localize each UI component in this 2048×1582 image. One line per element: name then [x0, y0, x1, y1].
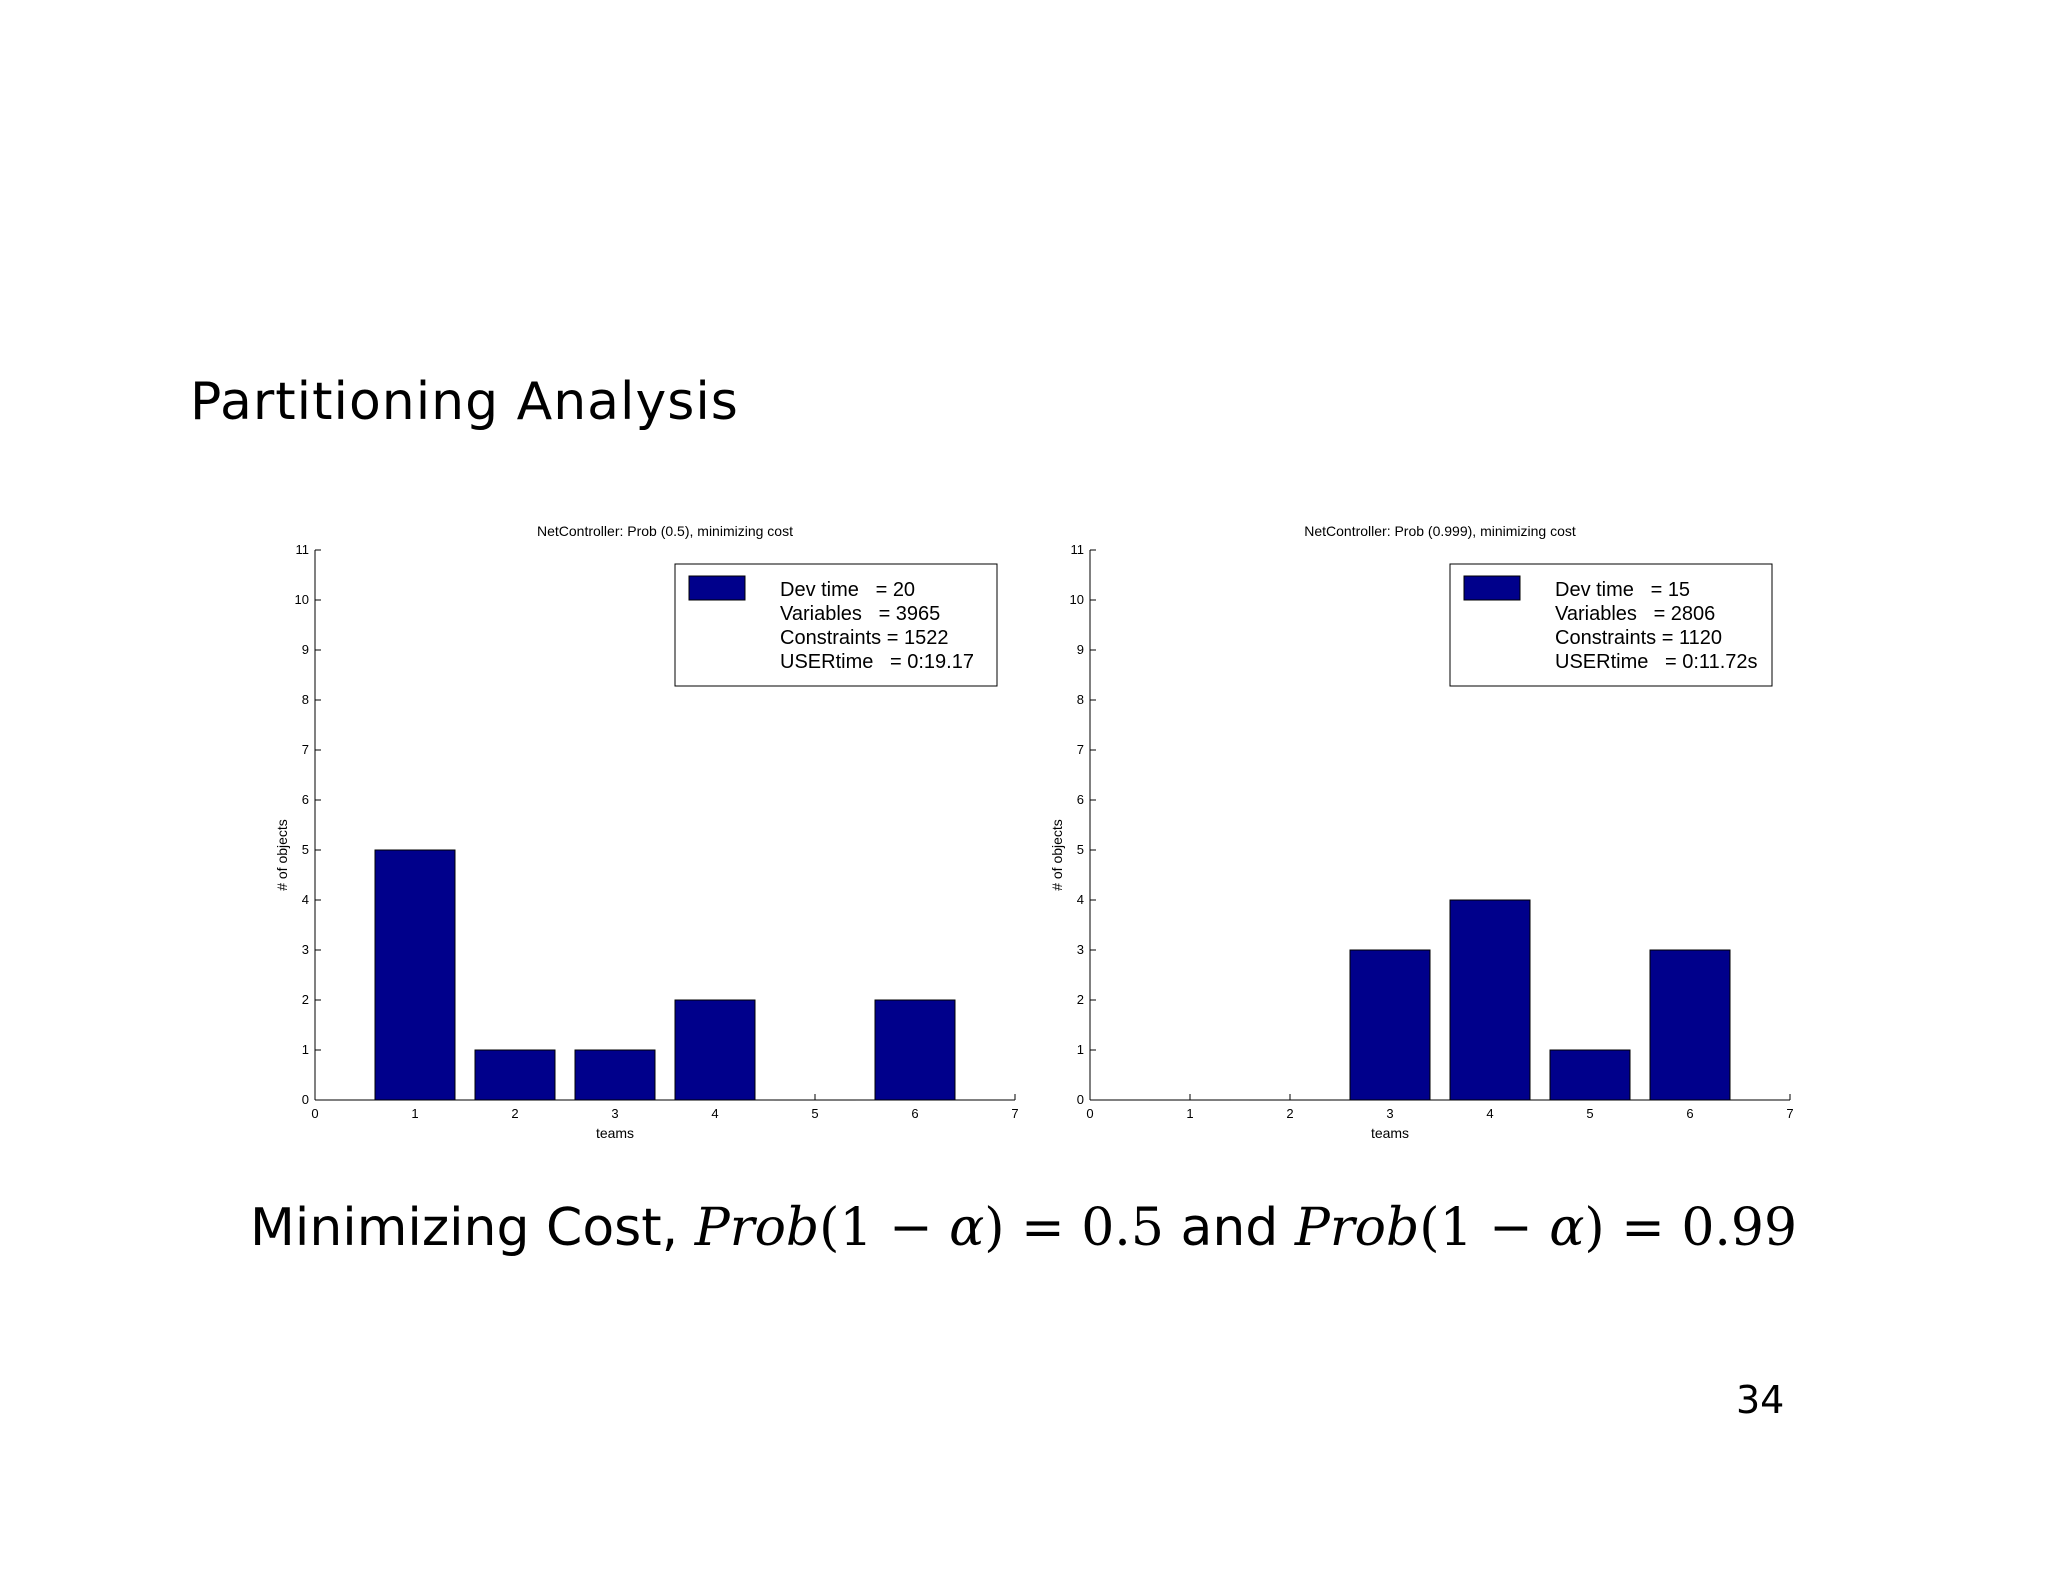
bar	[574, 1049, 656, 1101]
legend-line: Constraints = 1522	[780, 627, 948, 649]
y-tick-label: 7	[1077, 742, 1084, 757]
legend-line: USERtime = 0:19.17	[780, 651, 974, 673]
caption-expr1-alpha: α	[949, 1198, 985, 1258]
y-tick-label: 2	[302, 992, 309, 1007]
legend-line: Variables = 2806	[1555, 603, 1715, 625]
y-tick-label: 8	[302, 692, 309, 707]
y-tick-label: 4	[1077, 892, 1084, 907]
bar	[1649, 949, 1731, 1101]
legend-line: Dev time = 20	[780, 579, 915, 601]
bar	[374, 849, 456, 1101]
x-tick-label: 4	[711, 1106, 718, 1121]
caption-expr1-fn: Prob	[694, 1198, 820, 1258]
bar	[474, 1049, 556, 1101]
caption-expr2-open: (1 −	[1419, 1198, 1550, 1258]
bar	[874, 999, 956, 1101]
chart-title: NetController: Prob (0.5), minimizing co…	[537, 523, 793, 539]
bar-chart-prob-0-5: NetController: Prob (0.5), minimizing co…	[255, 510, 1035, 1150]
slide-title: Partitioning Analysis	[190, 372, 739, 432]
x-tick-label: 2	[511, 1106, 518, 1121]
y-tick-label: 4	[302, 892, 309, 907]
x-tick-label: 4	[1486, 1106, 1493, 1121]
x-tick-label: 6	[1686, 1106, 1693, 1121]
y-tick-label: 0	[1077, 1092, 1084, 1107]
caption-conjunction: and	[1180, 1198, 1279, 1258]
chart-svg: NetController: Prob (0.5), minimizing co…	[274, 523, 1019, 1141]
bar	[674, 999, 756, 1101]
y-tick-label: 1	[302, 1042, 309, 1057]
legend-swatch	[688, 575, 746, 601]
y-tick-label: 5	[1077, 842, 1084, 857]
x-tick-label: 2	[1286, 1106, 1293, 1121]
caption-expr2-alpha: α	[1549, 1198, 1585, 1258]
bar	[1349, 949, 1431, 1101]
x-tick-label: 7	[1011, 1106, 1018, 1121]
y-tick-label: 0	[302, 1092, 309, 1107]
y-tick-label: 11	[1071, 542, 1085, 557]
x-tick-label: 5	[1586, 1106, 1593, 1121]
x-axis-label: teams	[1371, 1125, 1409, 1141]
y-tick-label: 11	[296, 542, 310, 557]
x-tick-label: 3	[611, 1106, 618, 1121]
legend-line: Variables = 3965	[780, 603, 940, 625]
slide-caption: Minimizing Cost, Prob(1 − α) = 0.5 and P…	[250, 1198, 1797, 1258]
caption-expr1-open: (1 −	[819, 1198, 950, 1258]
y-tick-label: 10	[1070, 592, 1084, 607]
caption-expr2-close: ) = 0.99	[1584, 1198, 1798, 1258]
x-tick-label: 1	[1186, 1106, 1193, 1121]
y-axis-label: # of objects	[274, 819, 290, 891]
x-tick-label: 6	[911, 1106, 918, 1121]
y-tick-label: 1	[1077, 1042, 1084, 1057]
y-tick-label: 10	[295, 592, 309, 607]
x-tick-label: 0	[1086, 1106, 1093, 1121]
y-tick-label: 9	[1077, 642, 1084, 657]
y-tick-label: 7	[302, 742, 309, 757]
bar	[1449, 899, 1531, 1101]
x-axis-label: teams	[596, 1125, 634, 1141]
y-axis-label: # of objects	[1049, 819, 1065, 891]
caption-expr2-fn: Prob	[1294, 1198, 1420, 1258]
x-tick-label: 5	[811, 1106, 818, 1121]
y-tick-label: 9	[302, 642, 309, 657]
caption-prefix: Minimizing Cost,	[250, 1198, 679, 1258]
y-tick-label: 6	[1077, 792, 1084, 807]
x-tick-label: 3	[1386, 1106, 1393, 1121]
y-tick-label: 8	[1077, 692, 1084, 707]
y-tick-label: 2	[1077, 992, 1084, 1007]
y-tick-label: 6	[302, 792, 309, 807]
bar	[1549, 1049, 1631, 1101]
chart-title: NetController: Prob (0.999), minimizing …	[1304, 523, 1576, 539]
legend-box	[674, 563, 998, 687]
x-tick-label: 7	[1786, 1106, 1793, 1121]
legend-line: Constraints = 1120	[1555, 627, 1722, 649]
y-tick-label: 3	[1077, 942, 1084, 957]
x-tick-label: 0	[311, 1106, 318, 1121]
page-number: 34	[1736, 1378, 1785, 1422]
caption-expr1-close: ) = 0.5	[984, 1198, 1164, 1258]
bar-chart-prob-0-999: NetController: Prob (0.999), minimizing …	[1030, 510, 1810, 1150]
legend-line: USERtime = 0:11.72s	[1555, 651, 1758, 673]
x-tick-label: 1	[411, 1106, 418, 1121]
y-tick-label: 3	[302, 942, 309, 957]
legend-swatch	[1463, 575, 1521, 601]
y-tick-label: 5	[302, 842, 309, 857]
chart-svg: NetController: Prob (0.999), minimizing …	[1049, 523, 1794, 1141]
legend-line: Dev time = 15	[1555, 579, 1690, 601]
